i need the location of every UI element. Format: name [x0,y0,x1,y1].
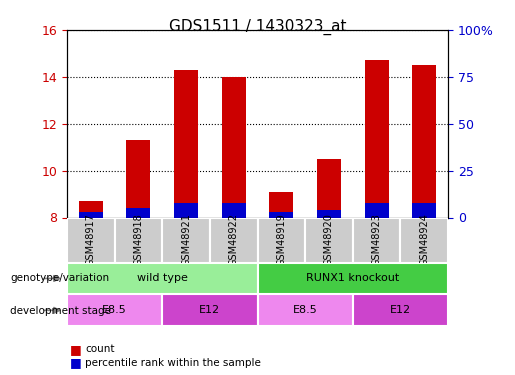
Bar [413,202,436,217]
Bar [258,217,305,262]
Text: E12: E12 [199,305,220,315]
Bar [67,294,162,326]
Bar [353,294,448,326]
Bar [222,77,246,218]
Text: count: count [85,345,114,354]
Text: GSM48917: GSM48917 [86,214,96,266]
Text: GSM48922: GSM48922 [229,213,238,267]
Bar [67,217,115,262]
Text: GSM48921: GSM48921 [181,214,191,266]
Text: percentile rank within the sample: percentile rank within the sample [85,358,261,368]
Bar [162,294,258,326]
Text: genotype/variation: genotype/variation [10,273,109,283]
Bar [258,262,448,294]
Text: development stage: development stage [10,306,111,315]
Text: GSM48918: GSM48918 [133,214,143,266]
Bar [174,70,198,217]
Text: ■: ■ [70,357,81,369]
Bar [162,217,210,262]
Bar [127,140,150,218]
Bar [174,202,198,217]
Text: wild type: wild type [137,273,187,284]
Bar [317,210,341,218]
Text: GSM48923: GSM48923 [372,214,382,266]
Text: GSM48919: GSM48919 [277,214,286,266]
Bar [127,208,150,218]
Text: E8.5: E8.5 [293,305,318,315]
Text: E12: E12 [390,305,411,315]
Text: GSM48924: GSM48924 [419,214,429,266]
Bar [79,212,102,217]
Bar [222,202,246,217]
Bar [305,217,353,262]
Bar [413,65,436,218]
Bar [317,159,341,218]
Bar [269,192,293,217]
Bar [258,294,353,326]
Bar [353,217,401,262]
Bar [401,217,448,262]
Bar [79,201,102,217]
Bar [210,217,258,262]
Bar [365,60,388,217]
Bar [365,202,388,217]
Bar [269,212,293,217]
Text: E8.5: E8.5 [102,305,127,315]
Bar [114,217,162,262]
Text: ■: ■ [70,343,81,356]
Bar [67,262,258,294]
Text: GSM48920: GSM48920 [324,214,334,266]
Text: GDS1511 / 1430323_at: GDS1511 / 1430323_at [169,19,346,35]
Text: RUNX1 knockout: RUNX1 knockout [306,273,400,284]
